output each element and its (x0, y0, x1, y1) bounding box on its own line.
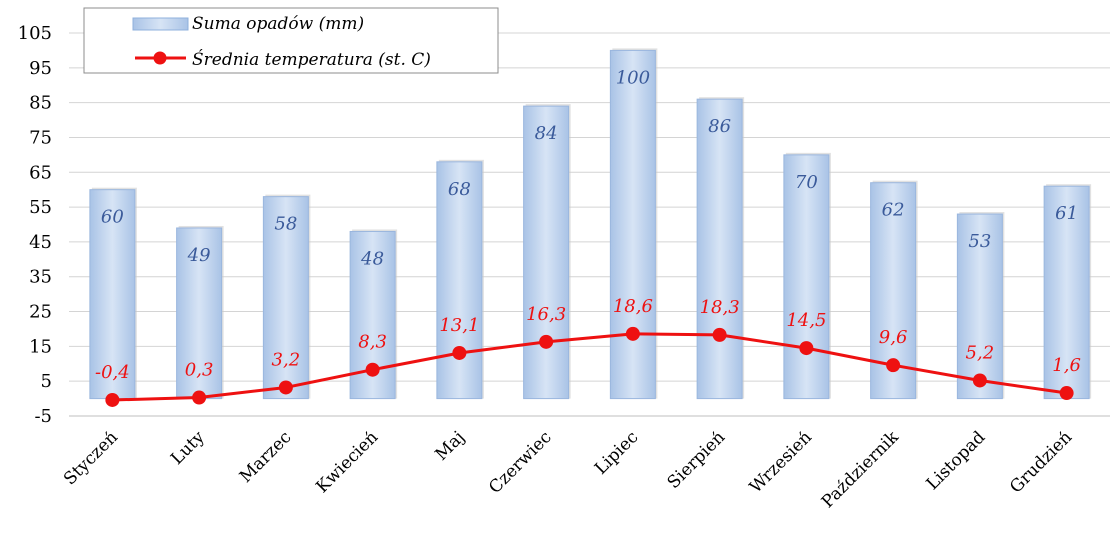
temp-value-label: 1,6 (1052, 355, 1081, 376)
temperature-point (886, 358, 901, 373)
bar (609, 49, 656, 400)
temp-value-label: 16,3 (526, 304, 566, 325)
bar (783, 154, 830, 400)
temperature-series-line (112, 332, 1067, 402)
bar-value-label: 58 (274, 214, 297, 235)
temperature-point (712, 327, 727, 342)
temperature-point (625, 326, 640, 341)
temp-value-label: 8,3 (358, 332, 387, 353)
x-tick-label: Listopad (923, 427, 990, 494)
legend-bar-label: Suma opadów (mm) (192, 14, 364, 34)
y-tick-label: 105 (18, 23, 52, 44)
y-tick-label: 5 (41, 371, 52, 392)
temperature-point (799, 341, 814, 356)
bar-value-label: 70 (795, 172, 818, 193)
y-tick-label: -5 (34, 406, 52, 427)
temperature-point (365, 362, 380, 377)
x-tick-label: Maj (432, 427, 469, 464)
bar (1043, 185, 1090, 400)
bar-value-label: 84 (535, 123, 558, 144)
x-tick-label: Marzec (236, 427, 296, 487)
x-tick-label: Sierpień (664, 427, 730, 493)
legend-line-marker (153, 51, 167, 65)
bar-value-label: 68 (448, 179, 471, 200)
x-tick-label: Grudzień (1006, 427, 1076, 497)
y-tick-label: 65 (29, 162, 52, 183)
bar-value-label: 49 (187, 245, 211, 266)
temperature-line (105, 326, 1074, 407)
bars (89, 48, 1092, 400)
y-tick-label: 75 (29, 127, 52, 148)
bar (262, 196, 309, 400)
temperature-point (1059, 386, 1074, 401)
temp-value-label: 18,3 (700, 297, 740, 318)
bar-value-label: 86 (708, 116, 731, 137)
legend-bar-swatch (132, 17, 189, 31)
temp-value-label: 3,2 (272, 349, 301, 370)
bar (696, 98, 743, 400)
data-labels: 60 -0,4 49 0,3 58 3,2 48 8,3 68 13,1 84 16,3 100 18,6… (95, 67, 1081, 383)
temperature-point (192, 390, 207, 405)
x-tick-label: Lipiec (591, 427, 642, 478)
temperature-point (278, 380, 293, 395)
temp-value-label: -0,4 (95, 362, 130, 383)
temperature-point (105, 392, 120, 407)
bar (523, 105, 570, 400)
bar (956, 213, 1003, 400)
bar-value-label: 61 (1055, 203, 1078, 224)
temperature-point (539, 334, 554, 349)
y-tick-label: 45 (29, 232, 52, 253)
temperature-point (972, 373, 987, 388)
bar-value-label: 62 (882, 200, 905, 221)
legend: Suma opadów (mm) Średnia temperatura (st… (83, 7, 499, 74)
temp-value-label: 13,1 (439, 315, 479, 336)
gridlines (69, 32, 1110, 417)
bar-value-label: 48 (360, 248, 384, 269)
x-tick-label: Wrzesień (746, 427, 816, 497)
temp-value-label: 18,6 (613, 296, 653, 317)
bar-value-label: 60 (101, 207, 124, 228)
bar-value-label: 53 (968, 231, 991, 252)
y-tick-label: 95 (29, 58, 52, 79)
temp-value-label: 9,6 (879, 327, 908, 348)
x-tick-label: Październik (818, 427, 903, 512)
y-tick-label: 25 (29, 302, 52, 323)
y-tick-label: 15 (29, 336, 52, 357)
x-tick-label: Luty (167, 427, 209, 469)
temperature-point (452, 345, 467, 360)
y-tick-label: 55 (29, 197, 52, 218)
y-tick-label: 85 (29, 93, 52, 114)
x-tick-label: Czerwiec (485, 427, 556, 498)
x-tick-label: Styczeń (60, 427, 122, 489)
bar (176, 227, 223, 400)
temp-value-label: 5,2 (966, 342, 995, 363)
temp-value-label: 0,3 (185, 360, 214, 381)
bar-value-label: 100 (616, 67, 650, 88)
x-axis: Styczeń Luty Marzec Kwiecień Maj Czerwiec Lipi… (60, 427, 1076, 512)
temp-value-label: 14,5 (786, 310, 826, 331)
y-tick-label: 35 (29, 267, 52, 288)
legend-line-label: Średnia temperatura (st. C) (192, 49, 431, 70)
x-tick-label: Kwiecień (312, 427, 382, 497)
y-axis: -5 5 15 25 35 45 55 65 75 85 95 105 (18, 23, 52, 427)
